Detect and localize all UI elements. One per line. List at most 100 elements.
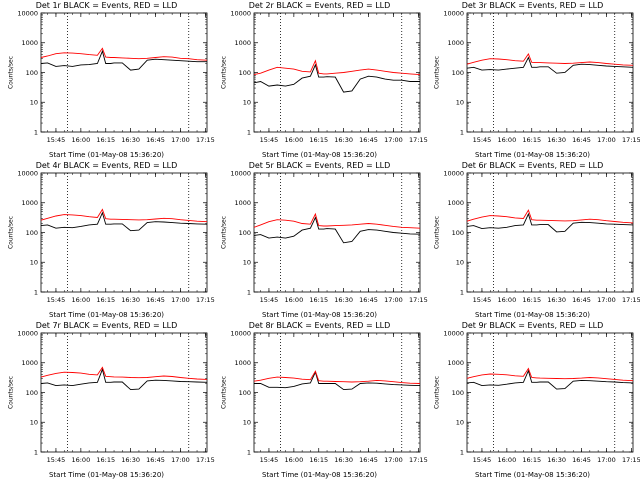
x-tick-label: 17:15 <box>409 456 428 464</box>
series-line-events <box>254 370 421 391</box>
chart-panel: Det 7r BLACK = Events, RED = LLD Start Ti… <box>0 320 215 480</box>
y-tick-label: 10 <box>30 259 38 267</box>
y-tick-label: 10000 <box>17 9 38 17</box>
x-tick-label: 17:00 <box>171 136 190 144</box>
y-tick-label: 1000 <box>234 39 251 47</box>
x-tick-label: 17:15 <box>409 296 428 304</box>
x-axis-title: Start Time (01-May-08 15:36:20) <box>474 151 591 159</box>
y-tick-label: 100 <box>26 229 38 237</box>
y-tick-label: 100 <box>26 69 38 77</box>
x-tick-label: 17:00 <box>384 136 403 144</box>
x-tick-label: 16:15 <box>96 456 115 464</box>
x-tick-label: 15:45 <box>473 296 492 304</box>
x-tick-label: 16:45 <box>572 296 591 304</box>
chart-panel: Det 9r BLACK = Events, RED = LLD Start Ti… <box>426 320 640 480</box>
x-tick-label: 15:45 <box>47 456 66 464</box>
y-tick-label: 1000 <box>21 199 38 207</box>
x-tick-label: 16:15 <box>309 456 328 464</box>
y-tick-label: 1 <box>460 288 464 296</box>
plot-area: 1 10 100 1000 10000 15:45 16:00 16:15 16:30 16:45… <box>230 169 428 304</box>
y-tick-label: 10000 <box>443 9 464 17</box>
plot-frame <box>253 332 421 453</box>
plot-area: 1 10 100 1000 10000 15:45 16:00 16:15 16:30 16:45… <box>230 329 428 464</box>
x-tick-label: 16:15 <box>309 136 328 144</box>
x-tick-label: 15:45 <box>473 136 492 144</box>
chart-panel: Det 2r BLACK = Events, RED = LLD Start Ti… <box>213 0 428 160</box>
y-tick-label: 1 <box>460 448 464 456</box>
chart-panel: Det 5r BLACK = Events, RED = LLD Start Ti… <box>213 160 428 320</box>
y-tick-label: 1000 <box>447 199 464 207</box>
chart-title: Det 6r BLACK = Events, RED = LLD <box>461 161 604 170</box>
x-tick-label: 17:00 <box>597 136 616 144</box>
chart-title: Det 9r BLACK = Events, RED = LLD <box>461 321 604 330</box>
y-tick-label: 100 <box>26 389 38 397</box>
y-tick-label: 1000 <box>234 199 251 207</box>
x-axis-title: Start Time (01-May-08 15:36:20) <box>48 471 165 479</box>
y-tick-label: 10000 <box>17 169 38 177</box>
y-tick-label: 10 <box>456 259 464 267</box>
x-tick-label: 17:15 <box>409 136 428 144</box>
plot-area: 1 10 100 1000 10000 15:45 16:00 16:15 16:30 16:45… <box>17 329 214 464</box>
y-tick-label: 1 <box>247 128 251 136</box>
plot-frame <box>40 332 208 453</box>
y-tick-label: 10000 <box>443 169 464 177</box>
x-tick-label: 16:45 <box>146 296 165 304</box>
x-tick-label: 17:15 <box>196 136 215 144</box>
x-tick-label: 15:45 <box>47 296 66 304</box>
x-tick-label: 16:15 <box>522 136 541 144</box>
chart-title: Det 7r BLACK = Events, RED = LLD <box>35 321 178 330</box>
y-tick-label: 1 <box>247 448 251 456</box>
series-line-lld <box>40 366 208 380</box>
chart-title: Det 8r BLACK = Events, RED = LLD <box>248 321 391 330</box>
y-tick-label: 10000 <box>443 329 464 337</box>
y-tick-label: 100 <box>239 389 251 397</box>
x-tick-label: 17:15 <box>622 456 640 464</box>
x-tick-label: 15:45 <box>473 456 492 464</box>
y-tick-label: 1 <box>34 128 38 136</box>
y-tick-label: 10000 <box>230 9 251 17</box>
x-tick-label: 16:15 <box>309 296 328 304</box>
x-tick-label: 16:45 <box>146 136 165 144</box>
y-tick-label: 1 <box>460 128 464 136</box>
x-tick-label: 17:00 <box>171 296 190 304</box>
plot-frame <box>40 172 208 293</box>
y-tick-label: 1000 <box>234 359 251 367</box>
x-tick-label: 16:30 <box>334 136 353 144</box>
x-axis-title: Start Time (01-May-08 15:36:20) <box>474 311 591 319</box>
x-tick-label: 17:00 <box>597 456 616 464</box>
x-tick-label: 16:45 <box>572 456 591 464</box>
plot-frame <box>466 12 634 133</box>
series-line-lld <box>40 47 208 61</box>
plot-frame <box>466 172 634 293</box>
x-tick-label: 16:00 <box>497 456 516 464</box>
y-tick-label: 10000 <box>230 169 251 177</box>
x-tick-label: 17:00 <box>171 456 190 464</box>
y-tick-label: 10 <box>30 99 38 107</box>
y-tick-label: 1000 <box>447 39 464 47</box>
plot-area: 1 10 100 1000 10000 15:45 16:00 16:15 16:30 16:45… <box>17 169 215 304</box>
y-tick-label: 100 <box>452 69 464 77</box>
x-axis-title: Start Time (01-May-08 15:36:20) <box>261 151 378 159</box>
y-tick-label: 10000 <box>17 329 38 337</box>
chart-panel: Det 1r BLACK = Events, RED = LLD Start Ti… <box>0 0 215 160</box>
x-tick-label: 16:30 <box>121 456 140 464</box>
x-tick-label: 16:15 <box>522 296 541 304</box>
series-line-events <box>40 211 208 232</box>
y-tick-label: 10 <box>243 259 251 267</box>
x-tick-label: 16:00 <box>497 296 516 304</box>
x-tick-label: 16:30 <box>334 296 353 304</box>
chart-title: Det 4r BLACK = Events, RED = LLD <box>35 161 178 170</box>
x-tick-label: 16:00 <box>71 136 90 144</box>
x-tick-label: 17:00 <box>384 296 403 304</box>
series-line-lld <box>253 370 421 384</box>
x-axis-title: Start Time (01-May-08 15:36:20) <box>48 311 165 319</box>
x-tick-label: 16:30 <box>334 456 353 464</box>
x-tick-label: 16:15 <box>96 296 115 304</box>
x-tick-label: 17:15 <box>196 296 215 304</box>
x-tick-label: 16:45 <box>359 296 378 304</box>
series-line-events <box>466 56 634 74</box>
x-axis-title: Start Time (01-May-08 15:36:20) <box>261 311 378 319</box>
chart-title: Det 2r BLACK = Events, RED = LLD <box>248 1 391 10</box>
series-line-lld <box>253 212 421 229</box>
y-tick-label: 100 <box>239 69 251 77</box>
